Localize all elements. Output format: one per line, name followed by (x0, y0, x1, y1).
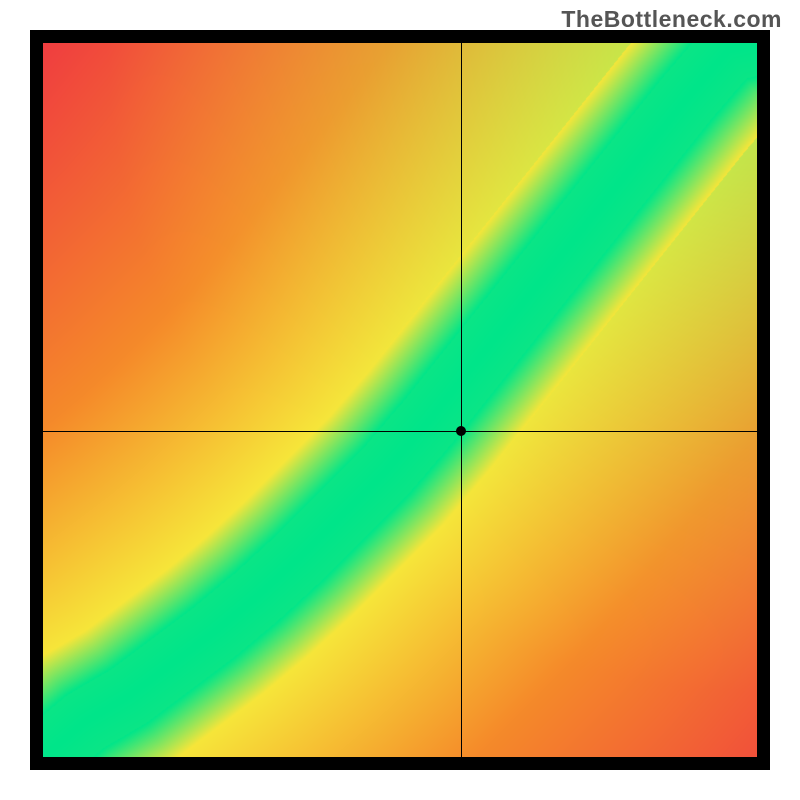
crosshair-horizontal (43, 431, 757, 432)
heatmap-canvas (43, 43, 757, 757)
chart-container: TheBottleneck.com (0, 0, 800, 800)
data-point-marker (456, 426, 466, 436)
plot-area (43, 43, 757, 757)
crosshair-vertical (461, 43, 462, 757)
watermark-text: TheBottleneck.com (561, 6, 782, 33)
chart-frame (30, 30, 770, 770)
